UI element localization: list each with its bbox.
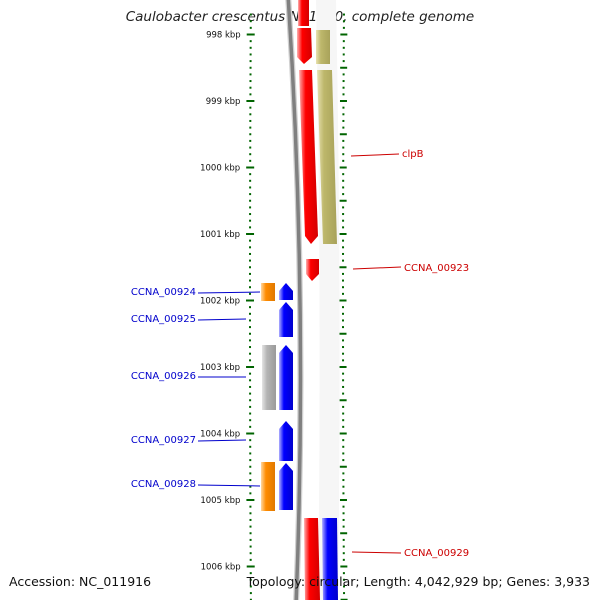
blue-feature-bottom [322,518,338,600]
scale-tick-label: 1001 kbp [200,230,240,240]
leader-line [351,551,402,554]
gene-label-text: CCNA_00924 [131,287,196,298]
orange-feature-1 [261,283,275,301]
genome-backbone-core [286,0,303,600]
gene-label-ccna-00929: CCNA_00929 [351,548,469,559]
gene-label-text: CCNA_00925 [131,314,196,325]
scale-labels: 998 kbp 999 kbp 1000 kbp 1001 kbp 1002 kbp 10… [200,31,241,573]
tick-ruler-left [246,13,255,600]
ccna-00926-feature [279,345,293,410]
gene-label-ccna-00928: CCNA_00928 [131,479,261,490]
leader-line [197,484,261,487]
scale-tick-label: 1002 kbp [200,297,240,307]
ccna-00925-feature [279,302,293,337]
orange-feature-2 [261,462,275,511]
gene-label-ccna-00927: CCNA_00927 [131,435,247,446]
ccna-00928-feature [279,463,293,510]
gene-label-ccna-00926: CCNA_00926 [131,371,246,382]
scale-tick-label: 999 kbp [206,97,241,107]
tick-ruler-right [339,13,348,600]
gene-label-text: CCNA_00927 [131,435,196,446]
genome-summary-text: Topology: circular; Length: 4,042,929 bp… [246,574,590,589]
gene-label-text: CCNA_00929 [404,548,469,559]
grey-feature-1 [262,345,276,410]
leader-line [197,318,247,321]
ccna-00924-feature [279,283,293,300]
clpB-feature-1 [298,0,309,26]
leader-line [197,291,261,294]
scale-tick-label: 1000 kbp [200,164,240,174]
scale-tick-label: 998 kbp [206,31,241,41]
clpB-feature [299,70,318,244]
red-feature-2 [297,28,312,64]
scale-tick-label: 1003 kbp [200,363,240,373]
leader-line [197,439,247,442]
leader-line [350,153,400,157]
accession-text: Accession: NC_011916 [9,574,152,589]
gene-label-text: CCNA_00928 [131,479,196,490]
ccna-00929-feature [304,518,320,600]
gene-label-clpB: clpB [350,149,424,160]
scale-tick-label: 1004 kbp [200,430,240,440]
gene-label-text: CCNA_00926 [131,371,196,382]
leader-line [352,266,402,270]
gene-label-text: CCNA_00923 [404,263,469,274]
gene-label-text: clpB [402,149,424,160]
gene-label-ccna-00925: CCNA_00925 [131,314,247,325]
ccna-00927-feature [279,421,293,461]
ccna-00923-feature [306,259,319,281]
olive-feature-2 [317,70,337,244]
scale-tick-label: 1006 kbp [201,563,241,573]
olive-feature-1 [316,30,330,64]
scale-tick-label: 1005 kbp [200,496,240,506]
gene-label-ccna-00923: CCNA_00923 [352,263,469,274]
gene-label-ccna-00924: CCNA_00924 [131,287,261,298]
